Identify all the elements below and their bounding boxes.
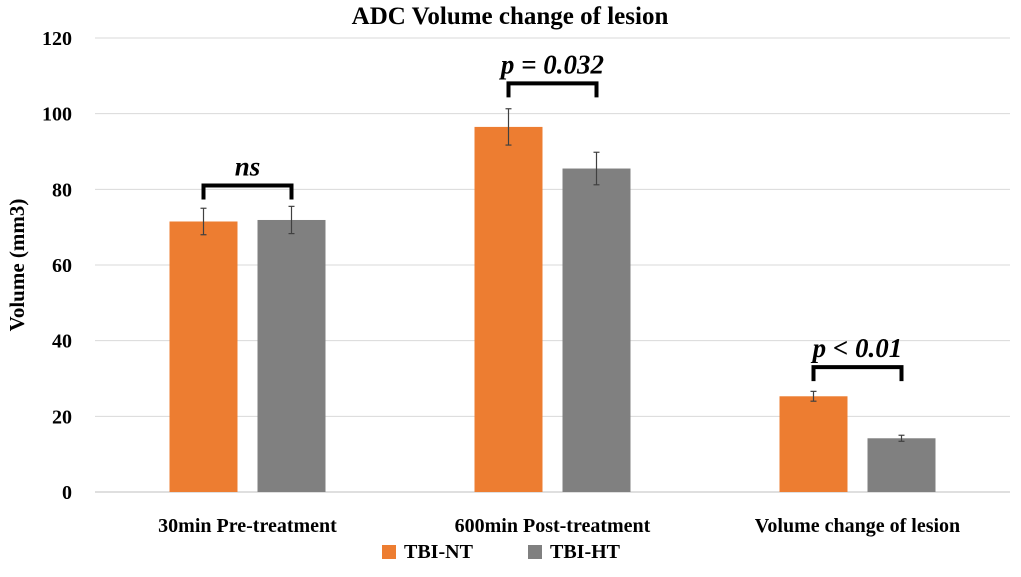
significance-annotations: ns p = 0.032 p < 0.01 [201, 49, 904, 382]
y-axis-ticks: 0 20 40 60 80 100 120 [42, 28, 72, 504]
y-tick-label: 100 [42, 104, 72, 126]
bar-tbi-ht-3 [867, 438, 936, 492]
significance-bracket [201, 183, 294, 200]
x-category-label: 600min Post-treatment [455, 515, 651, 537]
y-tick-label: 120 [42, 28, 72, 50]
bar-tbi-nt-2 [474, 126, 543, 493]
legend: TBI-NT TBI-HT [382, 541, 621, 563]
significance-label: ns [235, 152, 261, 182]
x-category-label: Volume change of lesion [755, 515, 960, 537]
y-tick-label: 80 [52, 179, 72, 201]
significance-bracket [811, 365, 904, 382]
legend-swatch-tbi-ht [528, 545, 542, 559]
y-axis-label: Volume (mm3) [5, 199, 29, 332]
y-tick-label: 20 [52, 406, 72, 428]
significance-label: p < 0.01 [811, 333, 903, 363]
significance-label: p = 0.032 [499, 49, 604, 79]
bar-tbi-ht-2 [562, 168, 631, 492]
gridlines [95, 37, 1010, 493]
error-bars [200, 108, 905, 442]
legend-label-tbi-ht: TBI-HT [550, 541, 621, 563]
bar-tbi-ht-1 [257, 219, 326, 492]
y-tick-label: 40 [52, 331, 72, 353]
bar-tbi-nt-1 [169, 221, 238, 492]
x-category-label: 30min Pre-treatment [158, 515, 337, 537]
y-tick-label: 0 [62, 482, 72, 504]
significance-bracket [506, 81, 599, 98]
legend-label-tbi-nt: TBI-NT [404, 541, 474, 563]
bar-tbi-nt-3 [779, 396, 848, 492]
y-tick-label: 60 [52, 255, 72, 277]
x-axis-categories: 30min Pre-treatment 600min Post-treatment… [158, 515, 960, 537]
chart-title: ADC Volume change of lesion [352, 3, 669, 30]
legend-swatch-tbi-nt [382, 545, 396, 559]
bars [169, 126, 936, 493]
